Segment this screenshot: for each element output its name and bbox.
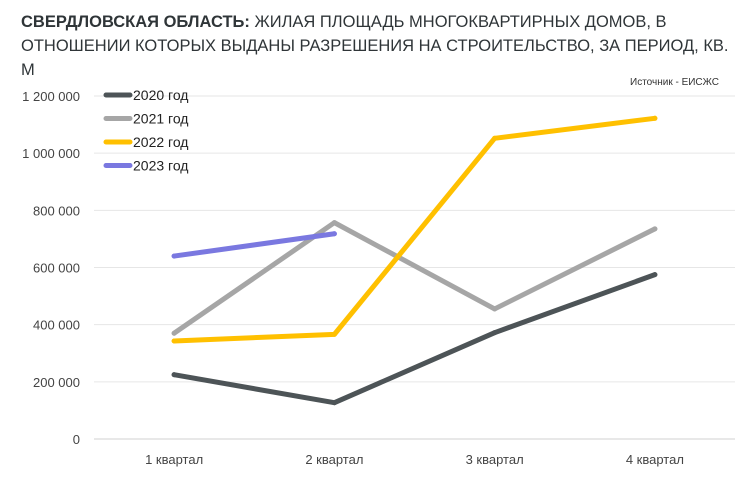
legend-label: 2023 год <box>133 158 188 174</box>
series-line <box>171 115 658 344</box>
data-point <box>171 372 177 378</box>
chart-title-region: СВЕРДЛОВСКАЯ ОБЛАСТЬ: <box>21 13 250 31</box>
data-point <box>171 338 177 344</box>
series-line <box>171 220 658 336</box>
data-point <box>331 331 337 337</box>
data-point <box>331 231 337 237</box>
data-point <box>171 330 177 336</box>
y-tick-label: 400 000 <box>33 318 80 333</box>
x-tick-label: 1 квартал <box>145 452 203 467</box>
data-point <box>492 306 498 312</box>
x-tick-label: 4 квартал <box>626 452 684 467</box>
x-tick-label: 2 квартал <box>305 452 363 467</box>
data-point <box>492 135 498 141</box>
y-tick-label: 1 000 000 <box>22 146 80 161</box>
data-point <box>652 272 658 278</box>
y-tick-label: 200 000 <box>33 375 80 390</box>
chart-title-text: ЖИЛАЯ ПЛОЩАДЬ МНОГОКВАРТИРНЫХ ДОМОВ, В О… <box>21 13 729 79</box>
source-note: Источник - ЕИСЖС <box>630 77 719 88</box>
legend-label: 2020 год <box>133 87 188 103</box>
y-tick-label: 800 000 <box>33 203 80 218</box>
y-tick-label: 1 200 000 <box>22 89 80 104</box>
data-point <box>652 115 658 121</box>
chart-title: СВЕРДЛОВСКАЯ ОБЛАСТЬ: ЖИЛАЯ ПЛОЩАДЬ МНОГ… <box>21 10 731 82</box>
legend-label: 2022 год <box>133 134 188 150</box>
series-line <box>171 272 658 406</box>
series-line <box>171 231 337 259</box>
y-tick-label: 0 <box>73 432 80 447</box>
y-tick-label: 600 000 <box>33 261 80 276</box>
data-point <box>492 330 498 336</box>
x-tick-label: 3 квартал <box>466 452 524 467</box>
legend-label: 2021 год <box>133 111 188 127</box>
data-point <box>652 226 658 232</box>
data-point <box>331 400 337 406</box>
data-point <box>171 253 177 259</box>
data-point <box>331 220 337 226</box>
